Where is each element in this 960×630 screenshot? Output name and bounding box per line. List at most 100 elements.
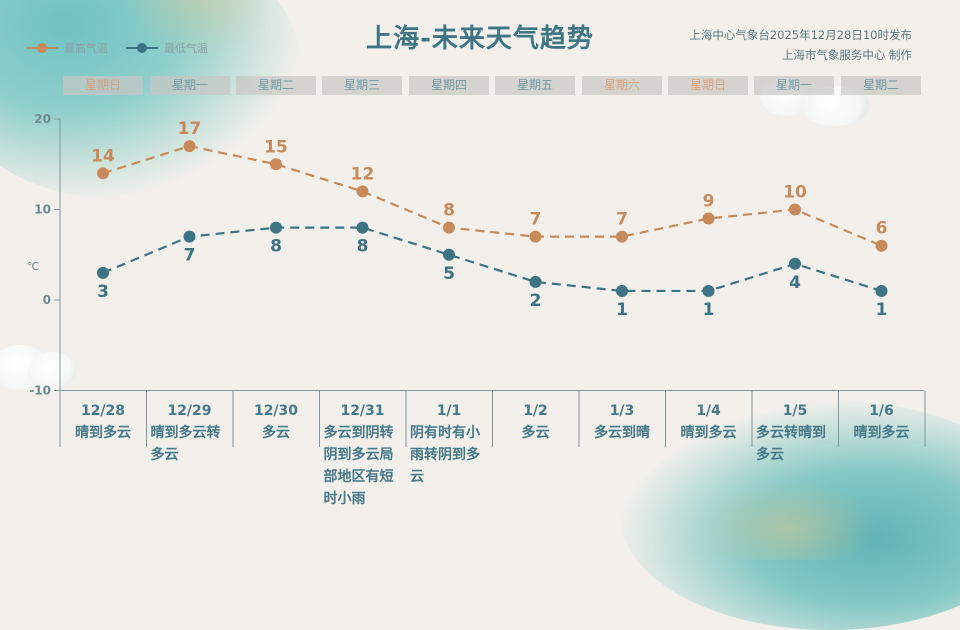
legend-label-low: 最低气温 (164, 42, 208, 55)
data-point-marker (443, 248, 455, 261)
data-point-label: 1 (703, 300, 715, 320)
day-date: 12/30 (253, 403, 299, 419)
data-point-label: 6 (876, 219, 888, 239)
publish-line-2: 上海市气象服务中心 制作 (781, 48, 912, 62)
data-point-marker (97, 266, 109, 279)
day-date: 12/31 (340, 403, 385, 419)
day-date: 1/5 (782, 403, 808, 419)
weather-description: 晴到多云转 多云 (150, 425, 221, 463)
data-point-label: 7 (530, 210, 542, 230)
data-point-marker (97, 167, 109, 180)
data-point-marker (183, 230, 196, 243)
legend-item-low: 最低气温 (126, 40, 208, 56)
weather-description: 晴到多云 (680, 425, 737, 441)
day-column: 1/4 晴到多云 (666, 400, 752, 444)
data-point-label: 7 (616, 210, 628, 230)
weekday-row: 星期日 星期一 星期二 星期三 星期四 星期五 星期六 星期日 星期一 星期二 (62, 76, 922, 96)
data-point-marker (356, 221, 369, 234)
data-point-marker (183, 140, 196, 153)
data-point-marker (702, 284, 715, 297)
watercolor-decoration-top-left-gold (120, 0, 280, 60)
y-tick-label: 0 (43, 293, 51, 307)
data-point-label: 8 (443, 201, 455, 221)
day-date: 12/29 (167, 403, 212, 419)
data-point-marker (616, 230, 628, 243)
day-column: 12/30 多云 (233, 400, 319, 444)
day-column: 12/31 多云到阴转 阴到多云局 部地区有短 时小雨 (320, 400, 406, 510)
data-point-marker (875, 239, 888, 252)
weekday-label: 星期一 (754, 76, 834, 95)
chart-axes: 20 10 0 -10 ℃ (27, 112, 926, 447)
weather-description: 多云 (262, 425, 290, 441)
high-temp-marker-icon (26, 43, 58, 53)
data-point-marker (529, 275, 542, 288)
y-tick-label: 10 (34, 203, 51, 217)
day-date: 1/3 (609, 403, 635, 419)
weather-description: 阴有时有小 雨转阴到多云 (410, 425, 480, 485)
day-date: 1/1 (436, 403, 462, 419)
data-point-marker (616, 284, 628, 297)
data-point-label: 9 (703, 192, 715, 212)
low-temp-line (102, 226, 882, 293)
publish-line-1: 上海中心气象台2025年12月28日10时发布 (689, 28, 912, 42)
high-temp-line (102, 145, 882, 247)
data-point-label: 3 (97, 282, 109, 302)
data-point-label: 4 (789, 273, 801, 293)
day-column: 1/2 多云 (493, 400, 579, 444)
day-date: 1/4 (696, 403, 721, 419)
cloud-decoration (28, 352, 76, 390)
weather-description: 多云 (521, 425, 550, 441)
data-point-label: 8 (357, 237, 369, 257)
data-point-marker (875, 284, 888, 297)
data-point-marker (356, 185, 369, 198)
data-point-marker (702, 212, 715, 225)
weekday-label: 星期日 (63, 76, 143, 95)
data-point-marker (529, 230, 542, 243)
weekday-label: 星期五 (495, 76, 575, 95)
data-point-label: 1 (876, 300, 888, 320)
y-tick-label: -10 (29, 384, 51, 398)
y-tick-label: 20 (34, 112, 51, 126)
weather-description: 晴到多云 (853, 425, 910, 441)
low-temp-marker-icon (126, 43, 158, 53)
data-point-label: 10 (783, 183, 807, 203)
day-date: 1/2 (523, 403, 548, 419)
y-axis-unit: ℃ (27, 260, 39, 273)
weekday-label: 星期日 (668, 76, 748, 95)
legend-item-high: 最高气温 (26, 40, 108, 56)
weekday-label: 星期四 (409, 76, 489, 95)
data-point-label: 12 (351, 164, 375, 184)
data-point-label: 17 (178, 119, 202, 139)
weather-description: 晴到多云 (75, 425, 131, 441)
data-point-label: 8 (270, 237, 282, 257)
weekday-label: 星期三 (322, 76, 402, 95)
weekday-label: 星期二 (236, 76, 316, 95)
weekday-label: 星期一 (150, 76, 230, 95)
data-point-label: 1 (616, 300, 628, 320)
weekday-label: 星期二 (841, 76, 921, 95)
day-column: 1/5 多云转晴到 多云 (752, 400, 838, 466)
data-point-marker (443, 221, 455, 234)
data-point-marker (270, 221, 282, 234)
legend-label-high: 最高气温 (64, 42, 108, 55)
publish-info: 上海中心气象台2025年12月28日10时发布 上海市气象服务中心 制作 (689, 25, 912, 65)
data-point-label: 15 (264, 137, 288, 157)
day-column: 1/1 阴有时有小 雨转阴到多云 (406, 400, 492, 488)
data-point-marker (789, 203, 801, 216)
weather-description: 多云转晴到 多云 (756, 425, 826, 463)
day-column: 1/6 晴到多云 (839, 400, 925, 444)
day-date: 1/6 (869, 403, 894, 419)
weather-description: 多云到阴转 阴到多云局 部地区有短 时小雨 (323, 425, 394, 507)
day-date: 12/28 (80, 403, 126, 419)
page-title: 上海-未来天气趋势 (366, 24, 594, 54)
day-column: 12/28 晴到多云 (60, 400, 146, 444)
data-point-label: 7 (184, 246, 196, 266)
data-point-marker (270, 158, 282, 171)
data-point-label: 5 (443, 264, 455, 284)
data-point-label: 2 (530, 291, 542, 311)
data-point-label: 14 (91, 146, 115, 166)
day-column: 12/29 晴到多云转 多云 (147, 400, 233, 466)
chart-legend: 最高气温 最低气温 (26, 40, 208, 56)
